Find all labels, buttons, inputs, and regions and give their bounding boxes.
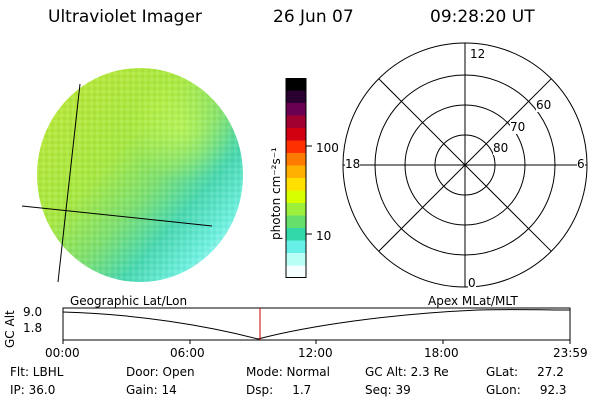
colorbar-band	[286, 140, 306, 154]
colorbar-band	[286, 253, 306, 266]
colorbar-band	[286, 78, 306, 91]
altitude-curve	[62, 309, 571, 340]
timeline-xtick-1200: 12:00	[298, 346, 333, 360]
info-mode: Mode: Normal	[246, 365, 330, 379]
timeline-ytick-top: 9.0	[23, 305, 43, 319]
app-title: Ultraviolet Imager	[48, 7, 202, 27]
colorbar-tick-100: 100	[316, 141, 339, 155]
latitude-line	[21, 205, 213, 227]
timeline-ytick-bottom: 1.8	[23, 321, 43, 335]
colorbar	[285, 78, 312, 278]
info-gc-alt: GC Alt: 2.3 Re	[365, 365, 449, 379]
info-ip: IP: 36.0	[10, 383, 56, 397]
colorbar-band	[286, 215, 306, 229]
info-glat: GLat: 27.2	[486, 365, 564, 379]
timeline-xtick-0000: 00:00	[45, 346, 80, 360]
polar-diagonal-2	[378, 78, 552, 252]
polar-ring-label-70: 70	[510, 120, 526, 134]
colorbar-tick-10: 10	[316, 229, 332, 243]
colorbar-band	[286, 240, 306, 254]
time-label: 09:28:20 UT	[430, 7, 535, 27]
colorbar-band	[286, 190, 306, 204]
info-glon: GLon: 92.3	[486, 383, 567, 397]
colorbar-band	[286, 128, 306, 141]
polar-ring-label-80: 80	[493, 141, 509, 155]
colorbar-band	[286, 90, 306, 104]
polar-label-18: 18	[345, 157, 361, 171]
colorbar-band	[286, 228, 306, 241]
date-label: 26 Jun 07	[273, 7, 354, 27]
colorbar-band	[286, 265, 306, 278]
colorbar-band	[286, 165, 306, 179]
colorbar-band	[286, 203, 306, 216]
info-door: Door: Open	[126, 365, 195, 379]
timeline-xtick-1800: 18:00	[424, 346, 459, 360]
timeline-plot	[62, 307, 571, 344]
timeline-axis-label: GC Alt	[3, 310, 17, 348]
polar-ring-label-60: 60	[536, 98, 552, 112]
polar-label-0: 0	[468, 276, 476, 290]
timeline-xtick-2359: 23:59	[553, 346, 588, 360]
polar-label-6: 6	[577, 157, 585, 171]
timeline-frame	[62, 307, 571, 341]
info-dsp: Dsp: 1.7	[246, 383, 312, 397]
info-flt: Flt: LBHL	[10, 365, 64, 379]
colorbar-band	[286, 178, 306, 191]
colorbar-band	[286, 103, 306, 116]
info-gain: Gain: 14	[126, 383, 177, 397]
meridian-line	[57, 83, 81, 283]
info-seq: Seq: 39	[365, 383, 411, 397]
polar-grid	[342, 42, 588, 288]
colorbar-band	[286, 153, 306, 166]
colorbar-unit-label: photon cm⁻²s⁻¹	[269, 147, 283, 240]
timeline-right-title: Apex MLat/MLT	[428, 294, 518, 308]
timeline-left-title: Geographic Lat/Lon	[70, 294, 188, 308]
auroral-image	[21, 68, 243, 283]
polar-label-12: 12	[469, 47, 487, 61]
timeline-xtick-0600: 06:00	[170, 346, 205, 360]
colorbar-band	[286, 115, 306, 129]
